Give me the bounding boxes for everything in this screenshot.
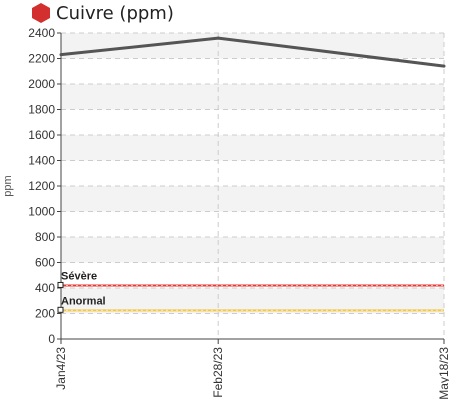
y-tick-label: 1800 [28, 103, 55, 117]
y-tick-label: 1000 [28, 205, 55, 219]
y-tick-label: 800 [35, 230, 55, 244]
grid-band [61, 237, 444, 263]
x-tick-label: Jan4/23 [54, 347, 68, 390]
y-tick-label: 200 [35, 307, 55, 321]
y-tick-label: 2000 [28, 77, 55, 91]
y-axis-label: ppm [2, 175, 14, 196]
grid-band [61, 135, 444, 161]
grid-band [61, 84, 444, 110]
y-tick-label: 1200 [28, 179, 55, 193]
grid-band [61, 186, 444, 212]
x-tick-label: Feb28/23 [211, 347, 225, 398]
y-tick-label: 400 [35, 281, 55, 295]
y-tick-label: 600 [35, 256, 55, 270]
threshold-marker [57, 281, 64, 288]
threshold-label: Sévère [61, 270, 97, 282]
y-tick-label: 1600 [28, 128, 55, 142]
grid-band [61, 288, 444, 314]
x-tick-label: May18/23 [437, 347, 449, 400]
y-tick-label: 2400 [28, 26, 55, 40]
data-point [442, 64, 446, 68]
y-tick-label: 0 [48, 332, 55, 346]
chart-title-text: Cuivre (ppm) [56, 2, 174, 24]
y-tick-label: 1400 [28, 154, 55, 168]
threshold-label: Anormal [61, 295, 106, 307]
red-hexagon-icon [32, 3, 50, 23]
chart-title: Cuivre (ppm) [30, 0, 174, 26]
threshold-marker [57, 306, 64, 313]
grid-band [61, 33, 444, 59]
data-point [216, 36, 220, 40]
y-tick-label: 2200 [28, 52, 55, 66]
data-point [59, 53, 63, 57]
